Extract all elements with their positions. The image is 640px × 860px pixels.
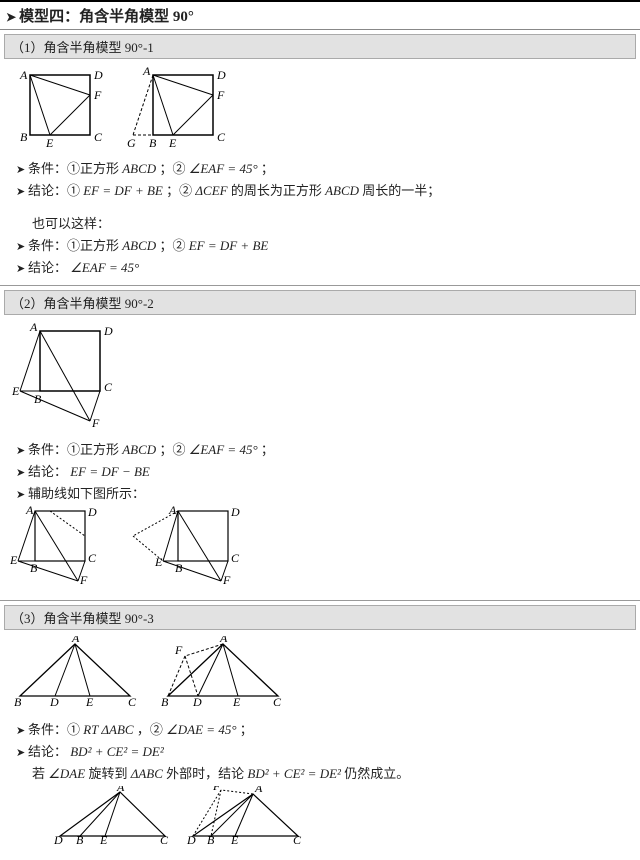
figure-2: A D E B C F [10, 321, 130, 431]
section-1-content: 条件：①正方形 ABCD ；② ∠EAF = 45° ； 结论：① EF = D… [0, 158, 640, 276]
svg-text:E: E [168, 136, 177, 150]
svg-text:E: E [154, 555, 163, 569]
svg-text:A: A [142, 65, 151, 78]
svg-text:C: C [88, 551, 97, 565]
svg-text:C: C [293, 833, 302, 846]
svg-text:E: E [10, 553, 18, 567]
s3-condition: 条件：① RT ΔABC ，② ∠DAE = 45° ； [10, 719, 630, 738]
svg-text:F: F [174, 643, 183, 657]
svg-text:D: D [87, 506, 97, 519]
svg-text:B: B [20, 130, 28, 144]
page-title: 模型四：角含半角模型 90° [0, 0, 640, 30]
title-text: 模型四：角含半角模型 90° [19, 9, 194, 25]
s1-condition-alt: 条件：①正方形 ABCD ；② EF = DF + BE [10, 235, 630, 254]
svg-text:B: B [207, 833, 215, 846]
svg-text:F: F [212, 786, 221, 793]
svg-text:F: F [91, 416, 100, 430]
svg-text:B: B [30, 561, 38, 575]
section-2-header: （2）角含半角模型 90°-2 [4, 290, 636, 315]
svg-text:A: A [116, 786, 125, 794]
figure-2-aux-a: A D E B C F [10, 506, 120, 586]
section-3-header: （3）角含半角模型 90°-3 [4, 605, 636, 630]
s2-conclusion: 结论： EF = DF − BE [10, 461, 630, 480]
svg-text:E: E [85, 695, 94, 709]
svg-text:G: G [127, 136, 136, 150]
figure-2-aux-b: A D E B C F [123, 506, 263, 586]
s1-condition: 条件：①正方形 ABCD ；② ∠EAF = 45° ； [10, 158, 630, 177]
svg-text:C: C [128, 695, 137, 709]
svg-text:A: A [168, 506, 177, 517]
s1-conclusion: 结论：① EF = DF + BE ；② ΔCEF 的周长为正方形 ABCD 周… [10, 180, 630, 199]
figure-1b: A D F G B E C [113, 65, 233, 150]
s2-aux: 辅助线如下图所示： [10, 483, 630, 502]
section-3: （3）角含半角模型 90°-3 A B D E C A F B D E C [0, 605, 640, 860]
s3-note: 若 ∠DAE 旋转到 ΔABC 外部时，结论 BD² + CE² = DE² 仍… [10, 763, 630, 782]
svg-text:C: C [273, 695, 282, 709]
svg-text:C: C [231, 551, 240, 565]
svg-text:D: D [186, 833, 196, 846]
svg-text:A: A [19, 68, 28, 82]
svg-text:C: C [217, 130, 226, 144]
svg-text:F: F [222, 573, 231, 586]
section-3-ext-figures: A D B E C F A D B E C [0, 786, 640, 846]
svg-text:E: E [232, 695, 241, 709]
svg-text:D: D [230, 506, 240, 519]
svg-text:B: B [34, 392, 42, 406]
svg-text:E: E [11, 384, 20, 398]
section-1: （1）角含半角模型 90°-1 A D F B E C A D F G [0, 34, 640, 286]
svg-text:A: A [25, 506, 34, 517]
section-3-figures: A B D E C A F B D E C [0, 636, 640, 711]
svg-text:E: E [99, 833, 108, 846]
section-1-figures: A D F B E C A D F G B E C [0, 65, 640, 150]
figure-3d: F A D B E C [173, 786, 303, 846]
s3-conclusion: 结论： BD² + CE² = DE² [10, 741, 630, 760]
svg-text:F: F [216, 88, 225, 102]
section-2-content: 条件：①正方形 ABCD ；② ∠EAF = 45° ； 结论： EF = DF… [0, 439, 640, 502]
svg-text:B: B [175, 561, 183, 575]
svg-text:F: F [93, 88, 102, 102]
svg-text:B: B [14, 695, 22, 709]
svg-text:C: C [104, 380, 113, 394]
svg-text:A: A [71, 636, 80, 645]
svg-text:D: D [103, 324, 113, 338]
svg-text:E: E [230, 833, 239, 846]
section-2-figure: A D E B C F [0, 321, 640, 431]
section-2-aux-figures: A D E B C F A D E B C F [0, 506, 640, 586]
s1-also: 也可以这样： [10, 213, 630, 232]
svg-text:B: B [161, 695, 169, 709]
figure-3a: A B D E C [10, 636, 140, 711]
section-1-header: （1）角含半角模型 90°-1 [4, 34, 636, 59]
svg-text:C: C [94, 130, 103, 144]
svg-text:D: D [216, 68, 226, 82]
svg-text:A: A [254, 786, 263, 795]
svg-text:B: B [76, 833, 84, 846]
section-2: （2）角含半角模型 90°-2 A D E B C F 条件：①正方形 ABCD… [0, 290, 640, 601]
svg-text:D: D [49, 695, 59, 709]
svg-text:A: A [219, 636, 228, 645]
svg-text:C: C [160, 833, 169, 846]
svg-text:B: B [149, 136, 157, 150]
svg-text:E: E [45, 136, 54, 150]
s1-conclusion-alt: 结论： ∠EAF = 45° [10, 257, 630, 276]
section-3-content: 条件：① RT ΔABC ，② ∠DAE = 45° ； 结论： BD² + C… [0, 719, 640, 782]
svg-text:F: F [79, 573, 88, 586]
svg-text:D: D [93, 68, 103, 82]
s2-condition: 条件：①正方形 ABCD ；② ∠EAF = 45° ； [10, 439, 630, 458]
svg-text:A: A [29, 321, 38, 334]
svg-text:D: D [53, 833, 63, 846]
svg-text:D: D [192, 695, 202, 709]
figure-3c: A D B E C [50, 786, 170, 846]
figure-1a: A D F B E C [10, 65, 110, 150]
figure-3b: A F B D E C [143, 636, 283, 711]
